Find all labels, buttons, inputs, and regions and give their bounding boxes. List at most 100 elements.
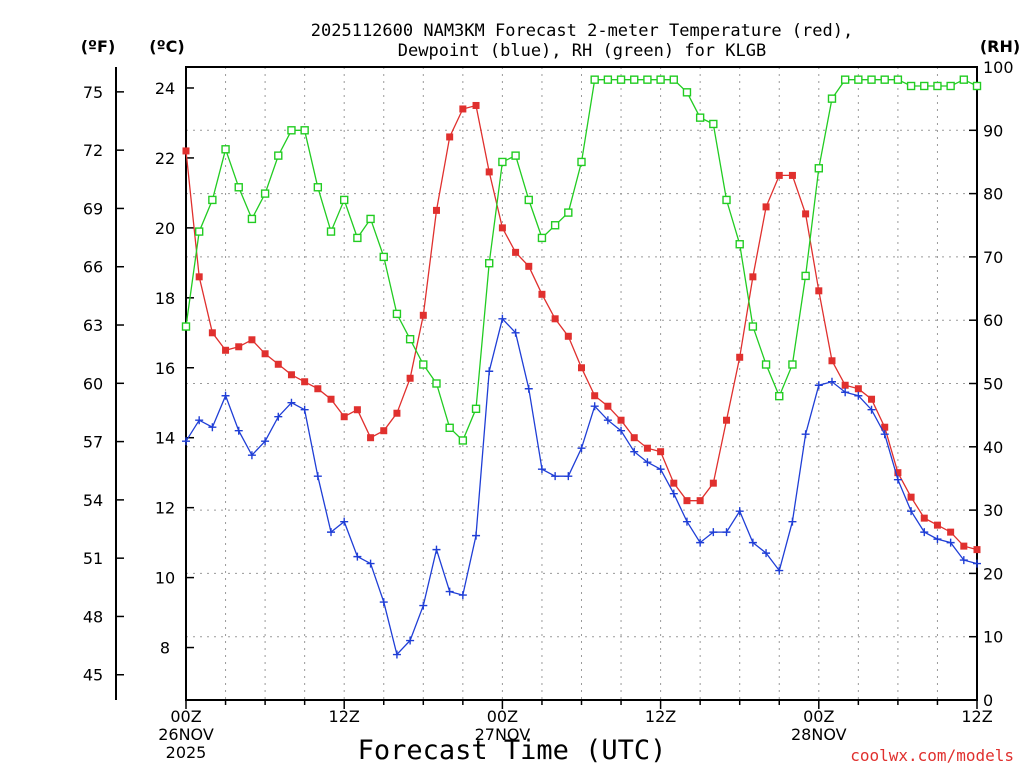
- dewpoint-point: [603, 416, 612, 425]
- rh-point: [893, 75, 903, 84]
- temperature-point: [446, 133, 454, 141]
- rh-point: [669, 75, 678, 84]
- rh-point: [577, 157, 586, 167]
- dewpoint-point: [775, 566, 784, 575]
- temperature-point: [327, 395, 335, 403]
- rh-point: [722, 195, 731, 205]
- temperature-point: [815, 287, 823, 295]
- dewpoint-point: [617, 426, 626, 435]
- dewpoint-point: [340, 517, 349, 526]
- temperature-point: [775, 171, 783, 179]
- fahrenheit-tick-label: 51: [83, 549, 103, 568]
- temperature-point: [788, 171, 796, 179]
- dewpoint-point: [327, 528, 336, 537]
- dewpoint-point: [432, 545, 441, 554]
- celsius-unit-label: (ºC): [149, 37, 184, 56]
- dewpoint-point: [959, 556, 968, 565]
- rh-point: [234, 183, 243, 192]
- rh-point: [405, 334, 415, 344]
- temperature-point: [485, 168, 493, 176]
- dewpoint-point: [656, 465, 665, 474]
- temperature-point: [920, 514, 928, 522]
- dewpoint-point: [735, 507, 744, 516]
- fahrenheit-tick-label: 66: [83, 258, 103, 277]
- rh-point: [379, 252, 388, 262]
- rh-point: [366, 214, 375, 224]
- x-tick-date-label: 27NOV: [475, 725, 531, 744]
- dewpoint-point: [946, 538, 955, 547]
- temperature-point: [973, 546, 981, 554]
- temperature-point: [419, 311, 427, 319]
- rh-point: [880, 75, 889, 84]
- dewpoint-point: [445, 587, 454, 596]
- temperature-point: [696, 497, 704, 505]
- rh-point: [274, 151, 283, 160]
- temperature-point: [643, 444, 651, 452]
- dewpoint-point: [419, 601, 428, 610]
- temperature-point: [525, 262, 533, 270]
- x-axis-label: Forecast Time (UTC): [358, 735, 667, 766]
- temperature-point: [657, 448, 665, 456]
- rh-tick-label: 30: [983, 501, 1003, 520]
- temperature-point: [591, 392, 599, 400]
- celsius-tick-label: 8: [160, 639, 170, 658]
- rh-point: [445, 423, 454, 433]
- dewpoint-point: [973, 559, 981, 568]
- credit-text: coolwx.com/models: [850, 746, 1014, 765]
- dewpoint-point: [537, 465, 546, 474]
- dewpoint-point: [379, 598, 388, 607]
- rh-point: [840, 75, 850, 84]
- rh-point: [946, 81, 955, 91]
- dewpoint-point: [788, 517, 797, 526]
- temperature-point: [670, 479, 678, 487]
- rh-point: [511, 151, 520, 160]
- rh-tick-label: 100: [983, 58, 1014, 77]
- dewpoint-point: [933, 535, 942, 544]
- rh-point: [643, 75, 652, 84]
- rh-point: [564, 208, 573, 217]
- temperature-point: [314, 385, 322, 393]
- dewpoint-point: [392, 650, 401, 659]
- x-tick-label: 00Z: [803, 707, 834, 726]
- fahrenheit-tick-label: 57: [83, 433, 103, 452]
- rh-point: [432, 379, 441, 388]
- dewpoint-point: [261, 437, 270, 446]
- rh-point: [326, 227, 336, 236]
- temperature-point: [749, 273, 757, 281]
- rh-point: [603, 75, 613, 84]
- celsius-tick-label: 22: [155, 149, 175, 168]
- dewpoint-point: [366, 559, 375, 568]
- chart-title-line2: Dewpoint (blue), RH (green) for KLGB: [398, 41, 766, 61]
- dewpoint-point: [590, 402, 599, 411]
- temperature-point: [894, 469, 902, 477]
- rh-point: [181, 322, 191, 331]
- dewpoint-point: [406, 636, 415, 645]
- temperature-point: [353, 406, 361, 414]
- series-0: [182, 101, 981, 554]
- fahrenheit-tick-label: 72: [83, 141, 103, 160]
- temperature-point: [828, 357, 836, 365]
- rh-point: [287, 126, 296, 135]
- x-tick-label: 00Z: [487, 707, 518, 726]
- dewpoint-point: [234, 426, 243, 435]
- rh-point: [353, 233, 362, 243]
- rh-point: [788, 360, 797, 369]
- dewpoint-point: [458, 591, 467, 600]
- rh-point: [458, 436, 468, 445]
- temperature-point: [841, 381, 849, 389]
- rh-point: [920, 81, 929, 91]
- rh-point: [300, 126, 309, 135]
- rh-tick-label: 90: [983, 121, 1003, 140]
- rh-tick-label: 70: [983, 248, 1003, 267]
- rh-point: [906, 81, 916, 91]
- temperature-point: [947, 528, 955, 536]
- x-tick-label: 12Z: [961, 707, 992, 726]
- rh-point: [221, 145, 230, 154]
- temperature-point: [802, 210, 810, 218]
- dewpoint-point: [893, 475, 902, 484]
- series-1: [182, 314, 981, 659]
- x-tick-label: 12Z: [645, 707, 676, 726]
- rh-point: [537, 233, 547, 243]
- temperature-point: [208, 329, 216, 337]
- temperature-point: [472, 101, 480, 109]
